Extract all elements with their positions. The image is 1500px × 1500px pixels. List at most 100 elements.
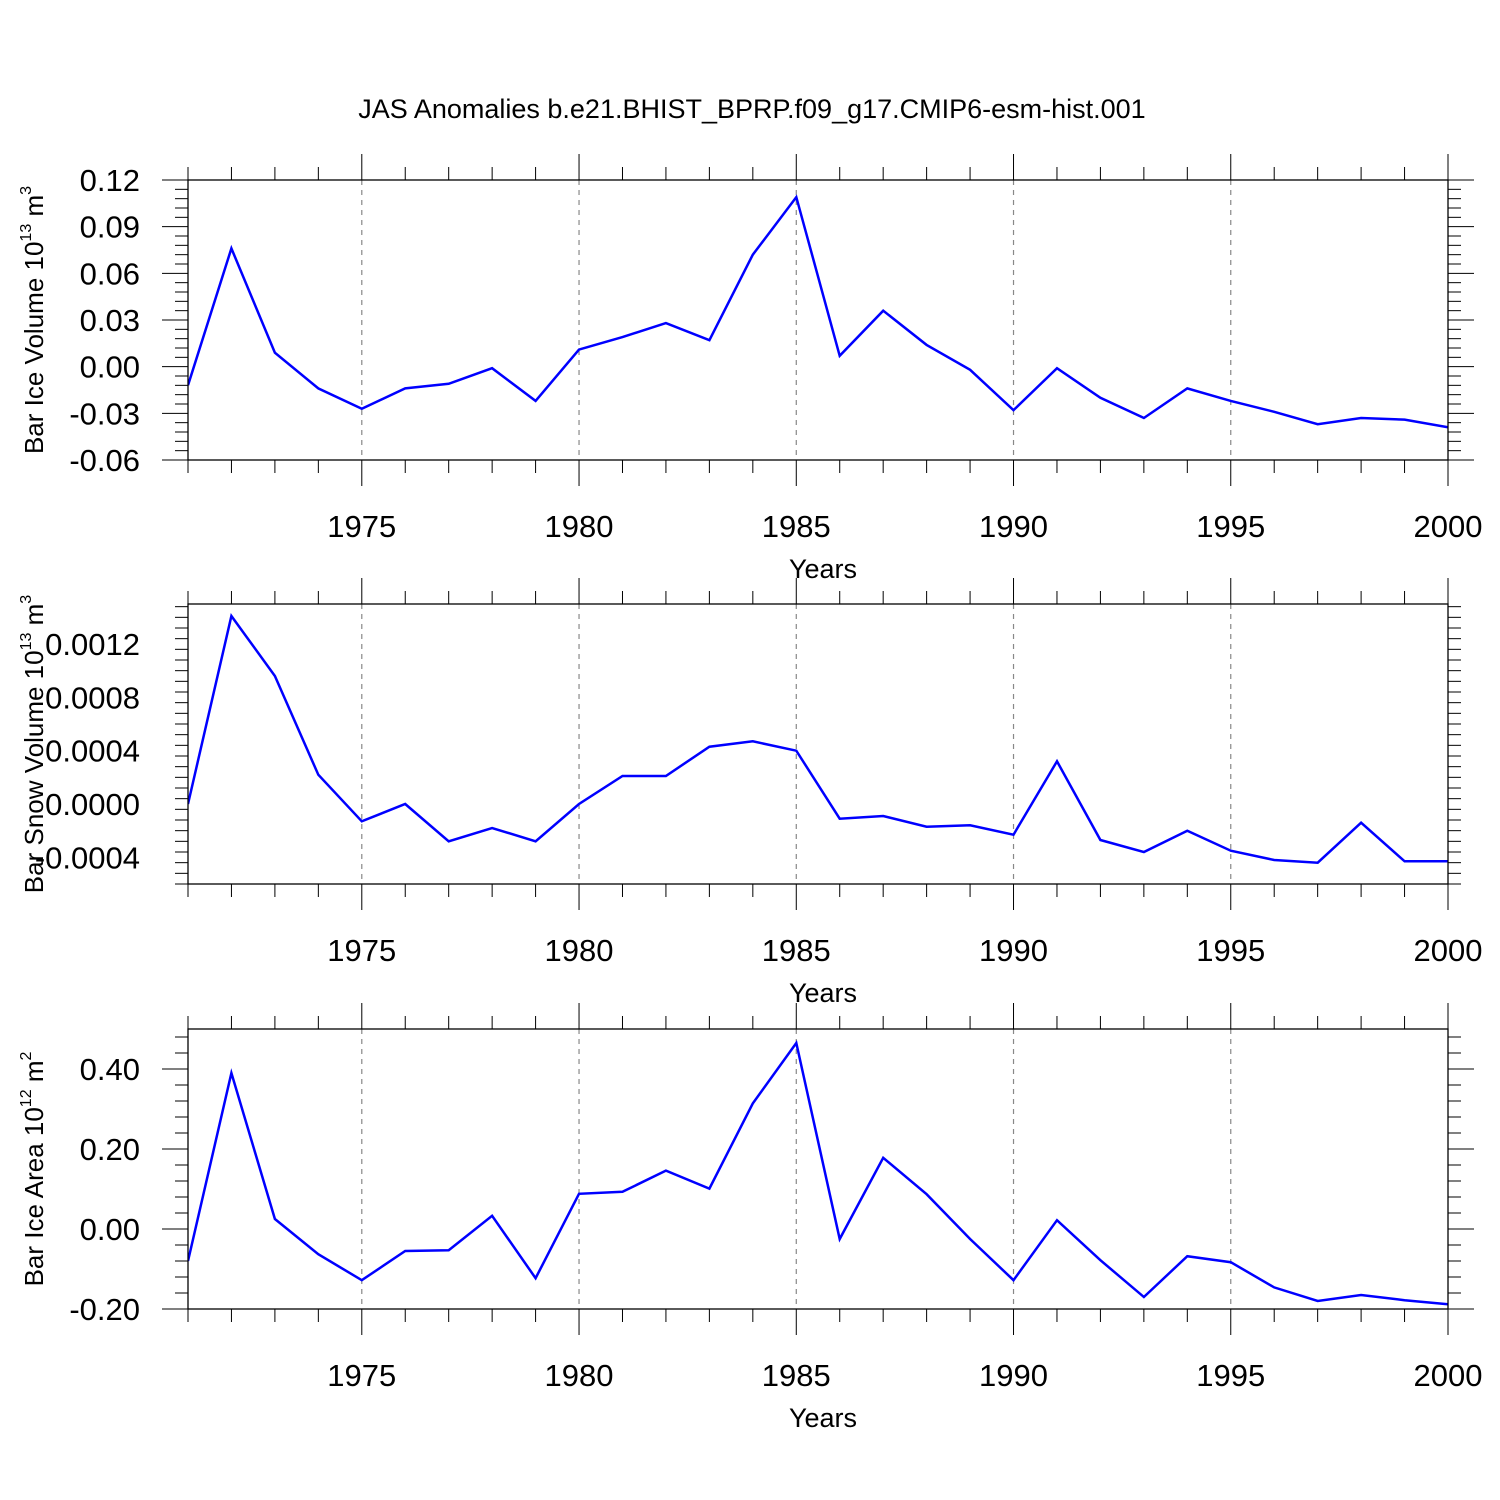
data-point	[752, 740, 754, 742]
data-point	[317, 1253, 319, 1255]
data-point	[1403, 860, 1406, 862]
x-tick-label: 1980	[545, 509, 614, 544]
data-point	[665, 775, 667, 777]
data-point	[1099, 1259, 1102, 1261]
data-point	[361, 1279, 363, 1281]
data-point	[621, 336, 624, 338]
data-point	[317, 387, 319, 390]
data-point	[1186, 1255, 1188, 1257]
y-tick-label: 0.20	[80, 1132, 140, 1167]
x-tick-label: 1995	[1196, 509, 1265, 544]
x-axis-label: Years	[789, 978, 857, 1008]
y-tick-label: 0.0012	[45, 627, 140, 662]
y-tick-label: 0.00	[80, 350, 140, 385]
y-axis-label-unit-exp: 3	[18, 186, 35, 195]
data-point	[1273, 859, 1275, 861]
series-line	[188, 613, 1448, 864]
data-point	[404, 803, 406, 805]
data-point	[274, 1218, 276, 1220]
data-point	[882, 1157, 884, 1159]
data-point	[361, 408, 363, 410]
data-point	[1099, 397, 1102, 399]
y-tick-label: 0.40	[80, 1052, 140, 1087]
y-axis-label-text: Bar Ice Area 10	[19, 1107, 49, 1286]
chart-panel-3: 1975 1980 1985 1990 1995 2000 Years 0.40 0.20 0.0…	[18, 1003, 1482, 1433]
panels: 1975 1980 1985 1990 1995 2000 Years 0.12 0.09 0.0…	[18, 154, 1482, 1433]
plot-frame	[187, 1028, 1449, 1310]
y-axis-label-text: Bar Ice Volume 10	[19, 242, 49, 454]
y-axis-label-text: Bar Snow Volume 1013 m3	[18, 595, 49, 894]
data-point	[578, 1193, 580, 1195]
data-point	[1317, 862, 1319, 864]
data-point	[230, 1072, 233, 1074]
data-point	[1360, 417, 1362, 419]
y-tick-label: 0.09	[80, 210, 140, 245]
y-tick-label: 0.0008	[45, 680, 140, 715]
x-tick-label: 1985	[762, 509, 831, 544]
y-tick-label: 0.0000	[45, 787, 140, 822]
data-point	[404, 1250, 406, 1252]
data-point	[1143, 417, 1145, 419]
data-point	[621, 1191, 624, 1193]
data-point	[491, 827, 493, 829]
x-tick-label: 1975	[327, 509, 396, 544]
chart-panel-2: 1975 1980 1985 1990 1995 2000 Years 0.0012 0.000…	[18, 578, 1482, 1008]
y-tick-label: 0.0004	[45, 734, 140, 769]
data-point	[882, 310, 884, 312]
data-point	[1186, 830, 1188, 832]
data-point	[274, 352, 276, 354]
y-axis-label: Bar Snow Volume 1013 m3	[18, 595, 49, 894]
data-point	[1143, 1296, 1145, 1298]
data-point	[1012, 834, 1015, 836]
figure-title: JAS Anomalies b.e21.BHIST_BPRP.f09_g17.C…	[358, 94, 1145, 124]
y-axis-label-unit-exp: 2	[18, 1051, 35, 1060]
data-point	[230, 615, 233, 617]
data-point	[621, 775, 624, 777]
data-point	[1012, 1279, 1015, 1281]
chart-panel-1: 1975 1980 1985 1990 1995 2000 Years 0.12 0.09 0.0…	[18, 154, 1482, 584]
y-tick-label: 0.12	[80, 163, 140, 198]
y-tick-label: -0.20	[69, 1292, 140, 1327]
data-point	[708, 339, 710, 341]
data-point	[578, 348, 580, 351]
data-point	[448, 1249, 450, 1251]
y-axis-label-exp: 13	[18, 632, 35, 650]
data-point	[361, 820, 363, 822]
data-point	[1230, 1261, 1232, 1263]
y-axis-label-unit: m	[19, 604, 49, 633]
data-point	[491, 367, 493, 369]
x-tick-label: 1975	[327, 933, 396, 968]
data-point	[926, 344, 928, 346]
x-tick-label: 2000	[1414, 933, 1483, 968]
data-point	[1012, 409, 1015, 411]
data-point	[1056, 1219, 1058, 1221]
data-point	[578, 803, 580, 805]
y-tick-label: -0.03	[69, 396, 140, 431]
y-axis-label-text: Bar Ice Volume 1013 m3	[18, 186, 49, 454]
data-point	[1273, 1286, 1275, 1288]
data-point	[1186, 387, 1188, 390]
data-point	[1230, 400, 1232, 402]
data-point	[708, 746, 710, 748]
y-tick-label: 0.03	[80, 303, 140, 338]
data-point	[969, 824, 971, 826]
data-point	[795, 1042, 797, 1044]
data-point	[665, 1170, 667, 1172]
x-tick-label: 1995	[1196, 1358, 1265, 1393]
x-tick-label: 1980	[545, 933, 614, 968]
data-point	[1099, 839, 1102, 841]
data-point	[534, 840, 537, 842]
data-point	[839, 818, 841, 820]
y-tick-label: -0.0004	[35, 840, 140, 875]
y-axis-label: Bar Ice Area 1012 m2	[18, 1051, 49, 1286]
data-point	[534, 1277, 537, 1279]
data-point	[448, 383, 450, 385]
x-tick-label: 1975	[327, 1358, 396, 1393]
data-point	[839, 355, 841, 357]
x-tick-label: 1985	[762, 933, 831, 968]
x-axis-label: Years	[789, 554, 857, 584]
x-tick-label: 1990	[979, 509, 1048, 544]
data-point	[1056, 367, 1058, 369]
data-point	[1317, 1300, 1319, 1302]
